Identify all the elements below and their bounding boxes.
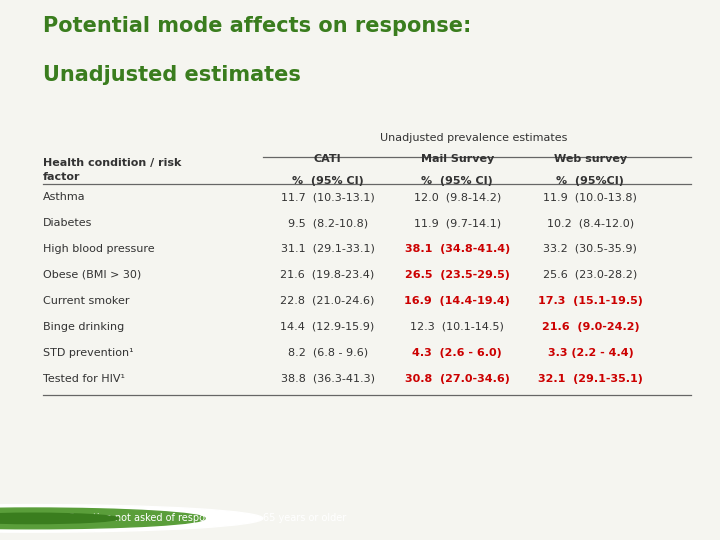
Text: 14.4  (12.9-15.9): 14.4 (12.9-15.9) <box>281 322 374 332</box>
Text: 8.2  (6.8 - 9.6): 8.2 (6.8 - 9.6) <box>287 348 368 357</box>
Text: Diabetes: Diabetes <box>43 218 93 228</box>
Text: Binge drinking: Binge drinking <box>43 322 125 332</box>
Text: Potential mode affects on response:: Potential mode affects on response: <box>43 16 472 36</box>
Text: 25.6  (23.0-28.2): 25.6 (23.0-28.2) <box>544 270 637 280</box>
Text: 11.9  (10.0-13.8): 11.9 (10.0-13.8) <box>544 192 637 202</box>
Text: 4.3  (2.6 - 6.0): 4.3 (2.6 - 6.0) <box>413 348 502 357</box>
Text: 38.1  (34.8-41.4): 38.1 (34.8-41.4) <box>405 244 510 254</box>
Text: %  (95% CI): % (95% CI) <box>292 176 364 186</box>
Text: 30.8  (27.0-34.6): 30.8 (27.0-34.6) <box>405 374 510 383</box>
Text: 21.6  (19.8-23.4): 21.6 (19.8-23.4) <box>281 270 374 280</box>
Text: Unadjusted estimates: Unadjusted estimates <box>43 65 301 85</box>
Text: Web survey: Web survey <box>554 153 627 164</box>
Text: 26.5  (23.5-29.5): 26.5 (23.5-29.5) <box>405 270 510 280</box>
Text: 32.1  (29.1-35.1): 32.1 (29.1-35.1) <box>538 374 643 383</box>
Text: CATI: CATI <box>314 153 341 164</box>
Text: 31.1  (29.1-33.1): 31.1 (29.1-33.1) <box>281 244 374 254</box>
Text: 11.9  (9.7-14.1): 11.9 (9.7-14.1) <box>413 218 501 228</box>
Circle shape <box>0 508 205 529</box>
Text: 3.3 (2.2 - 4.4): 3.3 (2.2 - 4.4) <box>547 348 634 357</box>
Text: 9.5  (8.2-10.8): 9.5 (8.2-10.8) <box>287 218 368 228</box>
Text: STD prevention¹: STD prevention¹ <box>43 348 134 357</box>
Text: Obese (BMI > 30): Obese (BMI > 30) <box>43 270 141 280</box>
Text: High blood pressure: High blood pressure <box>43 244 155 254</box>
Text: 38.8  (36.3-41.3): 38.8 (36.3-41.3) <box>281 374 374 383</box>
Circle shape <box>0 504 263 532</box>
Text: Current smoker: Current smoker <box>43 296 130 306</box>
Text: 10.2  (8.4-12.0): 10.2 (8.4-12.0) <box>546 218 634 228</box>
Text: 11.7  (10.3-13.1): 11.7 (10.3-13.1) <box>281 192 374 202</box>
Text: %  (95%CI): % (95%CI) <box>557 176 624 186</box>
Text: 22.8  (21.0-24.6): 22.8 (21.0-24.6) <box>280 296 375 306</box>
Text: 12.0  (9.8-14.2): 12.0 (9.8-14.2) <box>413 192 501 202</box>
Text: 12.3  (10.1-14.5): 12.3 (10.1-14.5) <box>410 322 504 332</box>
Text: ¹ Question not asked of respondents age 65 years or older: ¹ Question not asked of respondents age … <box>61 514 346 523</box>
Text: Tested for HIV¹: Tested for HIV¹ <box>43 374 125 383</box>
Text: Mail Survey: Mail Survey <box>420 153 494 164</box>
Circle shape <box>0 513 119 524</box>
Text: Unadjusted prevalence estimates: Unadjusted prevalence estimates <box>379 133 567 143</box>
Text: 16.9  (14.4-19.4): 16.9 (14.4-19.4) <box>404 296 510 306</box>
Text: 17.3  (15.1-19.5): 17.3 (15.1-19.5) <box>538 296 643 306</box>
Text: Asthma: Asthma <box>43 192 86 202</box>
Text: %  (95% CI): % (95% CI) <box>421 176 493 186</box>
Text: Health condition / risk
factor: Health condition / risk factor <box>43 159 181 181</box>
Text: 21.6  (9.0-24.2): 21.6 (9.0-24.2) <box>541 322 639 332</box>
Text: 33.2  (30.5-35.9): 33.2 (30.5-35.9) <box>544 244 637 254</box>
